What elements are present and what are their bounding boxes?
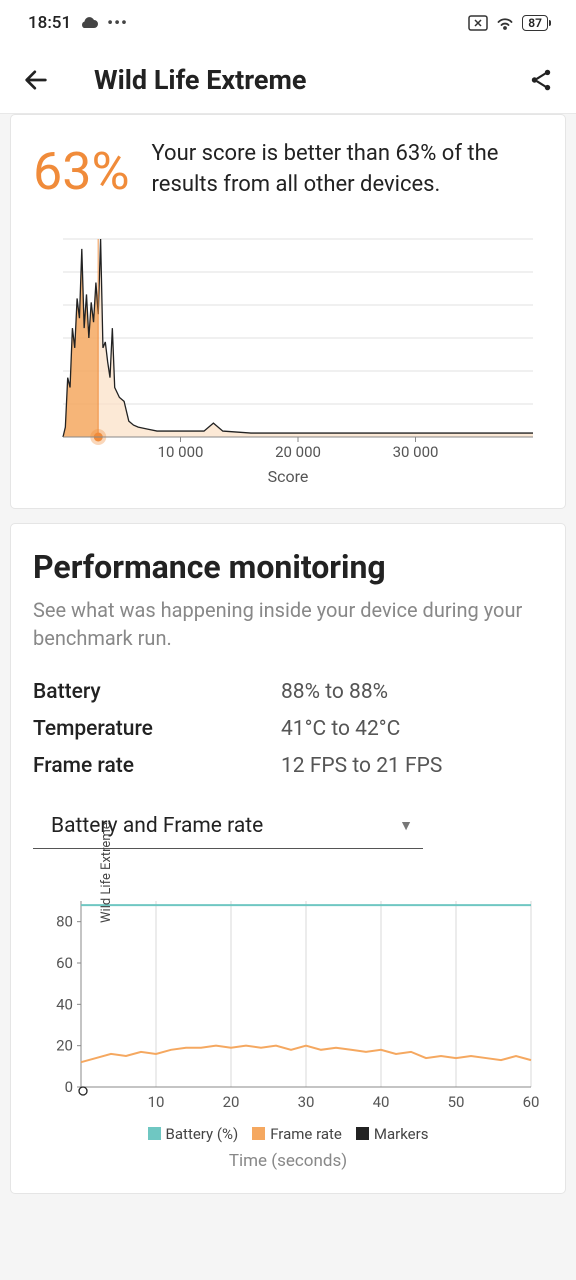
performance-card: Performance monitoring See what was happ…: [10, 523, 566, 1194]
share-button[interactable]: [514, 67, 554, 93]
svg-text:10: 10: [148, 1093, 165, 1111]
svg-text:0: 0: [65, 1078, 73, 1096]
performance-subtitle: See what was happening inside your devic…: [33, 596, 543, 652]
legend-item: Markers: [356, 1125, 429, 1143]
svg-text:20: 20: [56, 1036, 73, 1054]
chart-selector-dropdown[interactable]: Battery and Frame rate ▼: [33, 814, 423, 849]
svg-text:30 000: 30 000: [393, 443, 439, 461]
performance-chart: Wild Life Extreme 102030405060020406080 …: [33, 893, 543, 1171]
stat-value: 88% to 88%: [281, 680, 388, 704]
stat-value: 41°C to 42°C: [281, 717, 400, 741]
legend-item: Battery (%): [148, 1125, 239, 1143]
svg-text:20: 20: [223, 1093, 240, 1111]
distribution-xlabel: Score: [33, 467, 543, 486]
svg-text:10 000: 10 000: [158, 443, 204, 461]
svg-text:40: 40: [56, 995, 73, 1013]
svg-text:40: 40: [373, 1093, 390, 1111]
cloud-icon: [79, 16, 99, 30]
status-time: 18:51: [28, 13, 71, 33]
score-percent: 63%: [33, 139, 130, 200]
chart-xlabel: Time (seconds): [33, 1151, 543, 1171]
svg-text:60: 60: [56, 954, 73, 972]
stat-label: Temperature: [33, 717, 281, 741]
svg-text:30: 30: [298, 1093, 315, 1111]
page-title: Wild Life Extreme: [62, 64, 514, 96]
legend-item: Frame rate: [252, 1125, 342, 1143]
stat-row: Temperature41°C to 42°C: [33, 717, 543, 741]
stat-row: Battery88% to 88%: [33, 680, 543, 704]
stat-label: Battery: [33, 680, 281, 704]
chart-legend: Battery (%) Frame rate Markers: [33, 1125, 543, 1143]
distribution-chart: 10 000 20 000 30 000 Score: [33, 231, 543, 486]
wifi-icon: [495, 15, 515, 31]
score-card: 63% Your score is better than 63% of the…: [10, 114, 566, 509]
status-bar: 18:51 ••• 87: [0, 0, 576, 46]
dropdown-label: Battery and Frame rate: [51, 814, 263, 838]
svg-text:50: 50: [448, 1093, 465, 1111]
performance-title: Performance monitoring: [33, 548, 543, 586]
svg-text:60: 60: [523, 1093, 540, 1111]
back-button[interactable]: [22, 66, 62, 94]
svg-text:80: 80: [56, 912, 73, 930]
chevron-down-icon: ▼: [399, 817, 413, 834]
score-description: Your score is better than 63% of the res…: [152, 139, 543, 201]
stat-value: 12 FPS to 21 FPS: [281, 754, 442, 778]
stat-label: Frame rate: [33, 754, 281, 778]
battery-indicator: 87: [522, 15, 548, 31]
svg-text:20 000: 20 000: [275, 443, 321, 461]
app-header: Wild Life Extreme: [0, 46, 576, 114]
more-icon: •••: [107, 13, 128, 33]
stat-row: Frame rate12 FPS to 21 FPS: [33, 754, 543, 778]
notification-x-icon: [468, 15, 488, 31]
chart-ylabel: Wild Life Extreme: [99, 822, 114, 923]
